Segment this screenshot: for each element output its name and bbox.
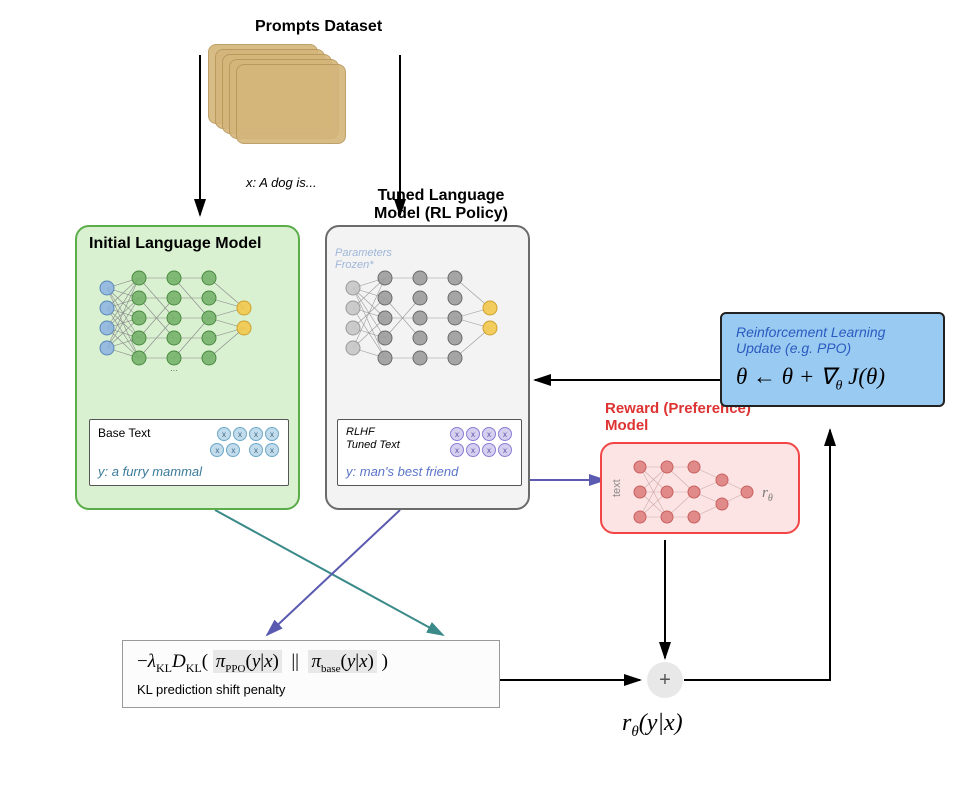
tuned-lm-box: Tuned Language Model (RL Policy) Paramet… bbox=[325, 225, 530, 510]
rl-caption: Reinforcement Learning Update (e.g. PPO) bbox=[736, 324, 929, 356]
initial-lm-y: y: a furry mammal bbox=[98, 464, 280, 479]
initial-lm-title: Initial Language Model bbox=[89, 235, 261, 253]
rl-formula: θ ← θ + ∇θ J(θ) bbox=[736, 364, 929, 395]
plus-node: + bbox=[647, 662, 683, 698]
prompt-sample-prefix: x: bbox=[246, 175, 256, 190]
svg-text:text: text bbox=[612, 479, 623, 497]
tuned-lm-nn-icon bbox=[335, 263, 525, 383]
reward-model-nn-icon: text rθ bbox=[612, 452, 792, 528]
prompts-title: Prompts Dataset bbox=[255, 18, 382, 36]
prompts-card-stack bbox=[208, 44, 348, 144]
initial-lm-box: Initial Language Model ⋯ bbox=[75, 225, 300, 510]
reward-model-box: text rθ bbox=[600, 442, 800, 534]
prompt-sample: x: A dog is... bbox=[246, 175, 317, 190]
base-text-label: Base Text bbox=[98, 426, 150, 440]
rl-update-box: Reinforcement Learning Update (e.g. PPO)… bbox=[720, 312, 945, 407]
tuned-lm-title: Tuned Language Model (RL Policy) bbox=[361, 187, 521, 223]
rlhf-label-2: Tuned Text bbox=[346, 439, 400, 451]
tuned-lm-y: y: man's best friend bbox=[346, 464, 513, 479]
kl-formula: −λKLDKL( πPPO(y|x) || πbase(y|x) ) bbox=[137, 651, 485, 676]
initial-lm-output-box: Base Text xxxx xx xx y: a furry mammal bbox=[89, 419, 289, 486]
prompt-sample-text: A dog is... bbox=[259, 175, 316, 190]
kl-caption: KL prediction shift penalty bbox=[137, 682, 485, 697]
kl-penalty-box: −λKLDKL( πPPO(y|x) || πbase(y|x) ) KL pr… bbox=[122, 640, 500, 708]
svg-text:⋯: ⋯ bbox=[170, 366, 178, 375]
rlhf-label-1: RLHF bbox=[346, 426, 375, 438]
tuned-lm-output-box: RLHF Tuned Text xxxx xxxx y: man's best … bbox=[337, 419, 522, 486]
reward-formula: rθ(y|x) bbox=[622, 710, 683, 741]
initial-lm-nn-icon: ⋯ bbox=[89, 263, 289, 383]
svg-text:rθ: rθ bbox=[762, 485, 773, 504]
